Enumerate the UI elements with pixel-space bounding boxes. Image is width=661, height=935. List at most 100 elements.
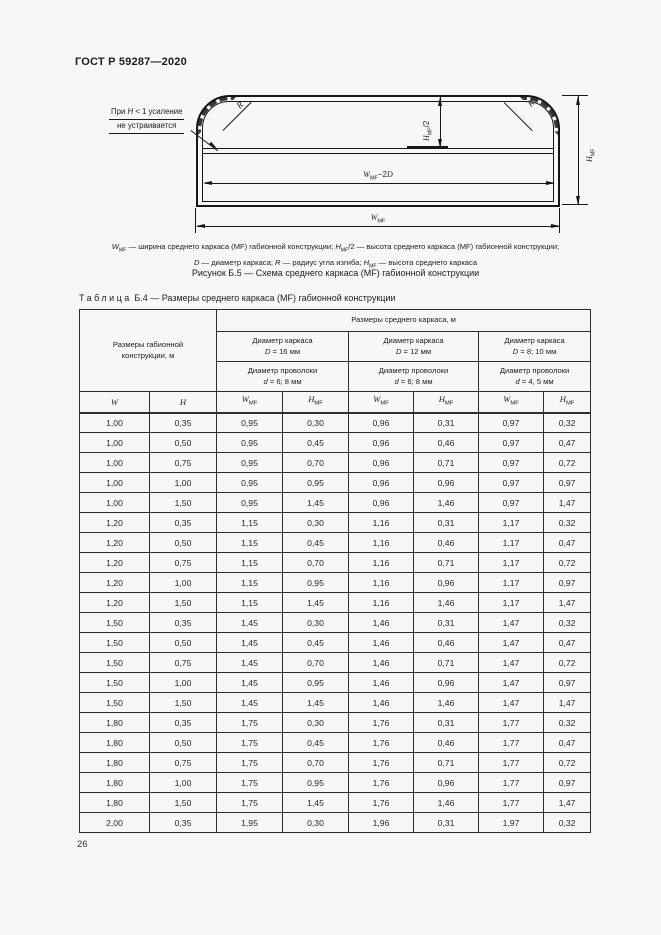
table-cell: 1,00	[79, 452, 150, 473]
ext-line-bottom-right	[559, 208, 561, 233]
table-cell: 1,00	[148, 472, 218, 493]
table-cell: 1,50	[79, 612, 150, 633]
callout-line2: не устраивается	[109, 120, 185, 134]
table-row: 1,00 1,50 0,95 1,45 0,96 1,46 0,97 1,47	[79, 492, 592, 513]
table-cell: 1,45	[282, 592, 350, 613]
table-cell: 0,70	[282, 452, 350, 473]
table-row: 1,20 0,75 1,15 0,70 1,16 0,71 1,17 0,72	[79, 552, 592, 573]
table-cell: 1,47	[478, 632, 545, 653]
table-cell: 1,47	[543, 492, 592, 513]
table-title-rest: Б.4 — Размеры среднего каркаса (MF) габи…	[134, 293, 396, 303]
table-cell: 0,32	[543, 512, 592, 533]
dim-wmf-arrow-right	[551, 224, 560, 228]
table-cell: 1,45	[216, 672, 284, 693]
table-cell: 1,50	[148, 492, 218, 513]
header-diameter-group-2: Диаметр каркаса D = 12 мм	[348, 331, 480, 362]
table-cell: 0,95	[216, 472, 284, 493]
dim-hmf-arrow-bottom	[576, 196, 580, 205]
document-header: ГОСТ Р 59287—2020	[75, 56, 187, 68]
ext-line-bottom-left	[195, 208, 197, 233]
header-left-group: Размеры габионной конструкции, м	[78, 309, 218, 392]
table-cell: 0,96	[413, 572, 480, 593]
table-cell: 1,45	[282, 792, 350, 813]
table-cell: 0,71	[413, 652, 480, 673]
table-row: 1,00 1,00 0,95 0,95 0,96 0,96 0,97 0,97	[79, 472, 592, 493]
header-wire-group-3: Диаметр проволоки d = 4, 5 мм	[478, 361, 592, 392]
table-cell: 1,45	[216, 612, 284, 633]
table-cell: 1,20	[79, 592, 150, 613]
table-cell: 0,95	[216, 492, 284, 513]
table-cell: 1,20	[79, 572, 150, 593]
dim-wmf-line	[197, 226, 559, 228]
table-cell: 1,76	[348, 712, 415, 733]
table-cell: 0,97	[478, 492, 545, 513]
table-cell: 1,46	[413, 692, 480, 713]
table-cell: 1,00	[79, 472, 150, 493]
table-cell: 1,80	[79, 732, 150, 753]
table-cell: 1,47	[543, 592, 592, 613]
dim-hmf-line	[578, 96, 580, 205]
table-cell: 1,47	[478, 612, 545, 633]
table-cell: 0,75	[148, 652, 218, 673]
table-row: 1,50 1,00 1,45 0,95 1,46 0,96 1,47 0,97	[79, 672, 592, 693]
callout-line1: При H < 1 усиление	[109, 106, 185, 120]
table-cell: 1,46	[413, 592, 480, 613]
middle-wire	[203, 148, 553, 154]
table-cell: 0,31	[413, 512, 480, 533]
table-cell: 0,72	[543, 652, 592, 673]
table-cell: 0,45	[282, 532, 350, 553]
table-cell: 1,46	[348, 612, 415, 633]
table-cell: 0,32	[543, 412, 592, 433]
column-header-h: H	[148, 391, 218, 414]
table-cell: 0,96	[348, 472, 415, 493]
table-cell: 1,16	[348, 552, 415, 573]
table-cell: 1,46	[348, 672, 415, 693]
table-cell: 0,50	[148, 732, 218, 753]
table-cell: 0,70	[282, 652, 350, 673]
header-wire-group-2: Диаметр проволоки d = 6; 8 мм	[348, 361, 480, 392]
table-cell: 0,95	[282, 572, 350, 593]
table-cell: 0,35	[148, 712, 218, 733]
table-row: 1,00 0,50 0,95 0,45 0,96 0,46 0,97 0,47	[79, 432, 592, 453]
table-cell: 1,00	[148, 672, 218, 693]
table-cell: 1,77	[478, 732, 545, 753]
column-header-hmf-2: HMF	[413, 391, 480, 414]
table-row: 1,80 0,35 1,75 0,30 1,76 0,31 1,77 0,32	[79, 712, 592, 733]
legend-line2: D — диаметр каркаса; R — радиус угла изг…	[193, 258, 478, 270]
table-cell: 0,71	[413, 452, 480, 473]
table-cell: 0,97	[478, 452, 545, 473]
table-cell: 1,75	[216, 792, 284, 813]
table-row: 1,20 0,50 1,15 0,45 1,16 0,46 1,17 0,47	[79, 532, 592, 553]
table-cell: 0,95	[216, 452, 284, 473]
table-cell: 0,30	[282, 612, 350, 633]
table-cell: 1,77	[478, 772, 545, 793]
table-cell: 0,35	[148, 612, 218, 633]
dimensions-table: Размеры габионной конструкции, м Размеры …	[78, 309, 592, 833]
table-cell: 0,31	[413, 712, 480, 733]
table-row: 1,80 0,75 1,75 0,70 1,76 0,71 1,77 0,72	[79, 752, 592, 773]
table-cell: 1,46	[413, 792, 480, 813]
table-cell: 0,96	[348, 432, 415, 453]
table-cell: 0,95	[216, 412, 284, 433]
table-cell: 0,96	[348, 492, 415, 513]
header-right-group: Размеры среднего каркаса, м	[216, 309, 592, 332]
table-cell: 1,16	[348, 592, 415, 613]
table-cell: 0,71	[413, 752, 480, 773]
table-cell: 1,80	[79, 772, 150, 793]
table-cell: 0,95	[282, 672, 350, 693]
table-cell: 0,97	[543, 672, 592, 693]
table-cell: 1,46	[348, 632, 415, 653]
table-cell: 1,17	[478, 572, 545, 593]
table-cell: 0,45	[282, 732, 350, 753]
dim-hmf-half-label: HMF/2	[422, 120, 434, 141]
table-cell: 0,50	[148, 532, 218, 553]
table-cell: 0,30	[282, 712, 350, 733]
table-cell: 1,46	[348, 652, 415, 673]
table-cell: 1,45	[216, 652, 284, 673]
header-wire-group-1: Диаметр проволоки d = 6; 8 мм	[216, 361, 350, 392]
table-cell: 0,97	[478, 432, 545, 453]
legend-line1: WMF — ширина среднего каркаса (MF) габио…	[111, 242, 560, 254]
table-cell: 0,95	[216, 432, 284, 453]
table-cell: 1,47	[543, 792, 592, 813]
